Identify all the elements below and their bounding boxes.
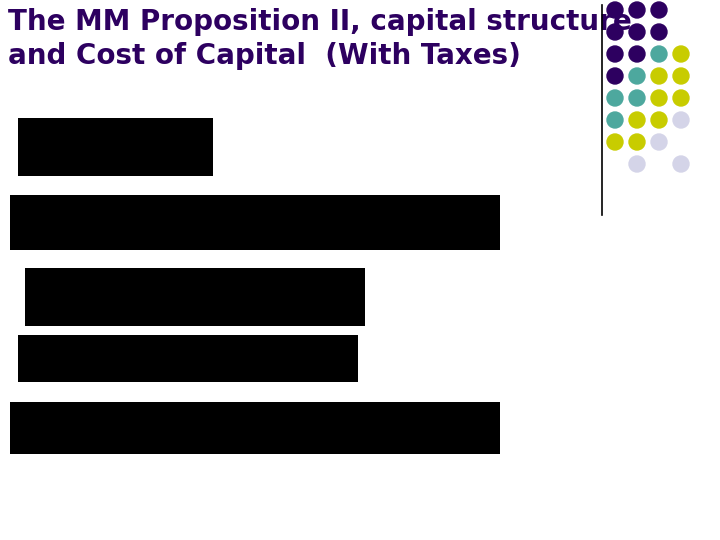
Circle shape [651, 68, 667, 84]
Circle shape [607, 2, 623, 18]
Circle shape [629, 46, 645, 62]
Circle shape [651, 90, 667, 106]
Text: The MM Proposition II, capital structure
and Cost of Capital  (With Taxes): The MM Proposition II, capital structure… [8, 8, 631, 70]
Circle shape [673, 90, 689, 106]
Circle shape [651, 112, 667, 128]
Circle shape [629, 134, 645, 150]
Circle shape [673, 156, 689, 172]
Circle shape [651, 46, 667, 62]
Circle shape [673, 68, 689, 84]
Circle shape [607, 134, 623, 150]
Circle shape [629, 24, 645, 40]
Circle shape [629, 68, 645, 84]
Circle shape [651, 2, 667, 18]
Circle shape [607, 46, 623, 62]
Bar [18, 118, 213, 176]
Circle shape [673, 46, 689, 62]
Circle shape [629, 2, 645, 18]
Bar [18, 335, 358, 382]
Bar [25, 268, 365, 326]
Circle shape [607, 68, 623, 84]
Circle shape [629, 156, 645, 172]
Circle shape [607, 112, 623, 128]
Circle shape [651, 134, 667, 150]
Circle shape [673, 112, 689, 128]
Circle shape [607, 90, 623, 106]
Bar [10, 402, 500, 454]
Circle shape [629, 112, 645, 128]
Circle shape [651, 24, 667, 40]
Circle shape [607, 24, 623, 40]
Circle shape [629, 90, 645, 106]
Bar [10, 195, 500, 250]
